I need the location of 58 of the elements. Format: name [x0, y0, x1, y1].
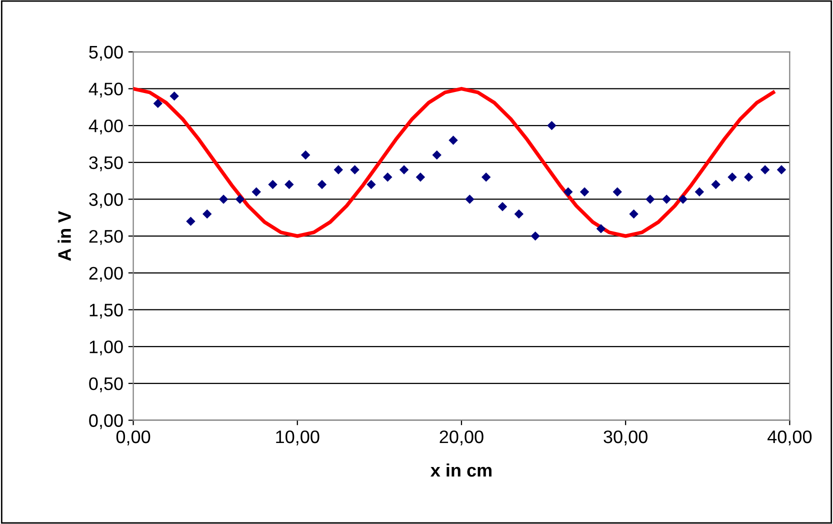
- point: [646, 194, 655, 204]
- point: [153, 98, 162, 108]
- x-tick-label: 10,00: [276, 430, 320, 446]
- y-axis-title: A in V: [58, 210, 71, 261]
- point: [170, 91, 179, 101]
- point: [694, 187, 704, 196]
- x-tick-label: 20,00: [440, 430, 484, 446]
- point: [514, 209, 524, 219]
- point: [432, 150, 442, 160]
- x-tick-label: 40,00: [768, 430, 812, 446]
- point: [596, 224, 606, 234]
- point: [580, 187, 590, 196]
- point: [186, 216, 196, 226]
- point: [629, 209, 638, 219]
- point: [678, 194, 688, 204]
- point: [547, 120, 556, 130]
- y-tick-label: 3,50: [89, 156, 123, 172]
- y-tick-label: 0,50: [89, 377, 123, 392]
- point: [744, 172, 754, 182]
- point: [218, 194, 228, 204]
- point: [760, 165, 770, 174]
- point: [481, 172, 491, 182]
- point: [317, 180, 327, 190]
- y-tick-label: 1,00: [90, 340, 123, 356]
- x-tick-label: 0,00: [116, 430, 150, 446]
- point: [564, 187, 573, 196]
- point: [300, 150, 310, 160]
- point: [530, 231, 540, 241]
- y-tick-label: 4,00: [88, 119, 123, 134]
- point: [202, 209, 212, 219]
- point: [416, 172, 426, 182]
- point: [284, 180, 294, 190]
- y-tick-label: 3,00: [89, 193, 123, 208]
- point: [252, 187, 261, 196]
- point: [662, 194, 672, 204]
- y-tick-label: 2,50: [89, 230, 123, 245]
- point: [235, 194, 245, 204]
- y-tick-label: 0,00: [89, 414, 123, 430]
- point: [612, 187, 622, 196]
- point: [465, 194, 474, 204]
- point: [366, 180, 376, 190]
- point: [776, 165, 786, 174]
- point: [383, 172, 392, 182]
- y-tick-label: 1,50: [90, 304, 123, 319]
- point: [399, 165, 409, 174]
- point: [448, 136, 458, 145]
- point: [268, 180, 278, 190]
- x-axis-title: x in cm: [430, 463, 492, 477]
- point: [728, 172, 737, 182]
- y-tick-label: 5,00: [89, 46, 123, 61]
- line-series: [133, 86, 776, 238]
- y-tick-label: 4,50: [88, 82, 123, 98]
- point: [334, 165, 344, 174]
- point: [711, 180, 720, 190]
- x-tick-label: 30,00: [604, 430, 648, 446]
- point: [498, 202, 508, 212]
- y-tick-label: 2,00: [89, 266, 123, 282]
- point: [350, 165, 360, 174]
